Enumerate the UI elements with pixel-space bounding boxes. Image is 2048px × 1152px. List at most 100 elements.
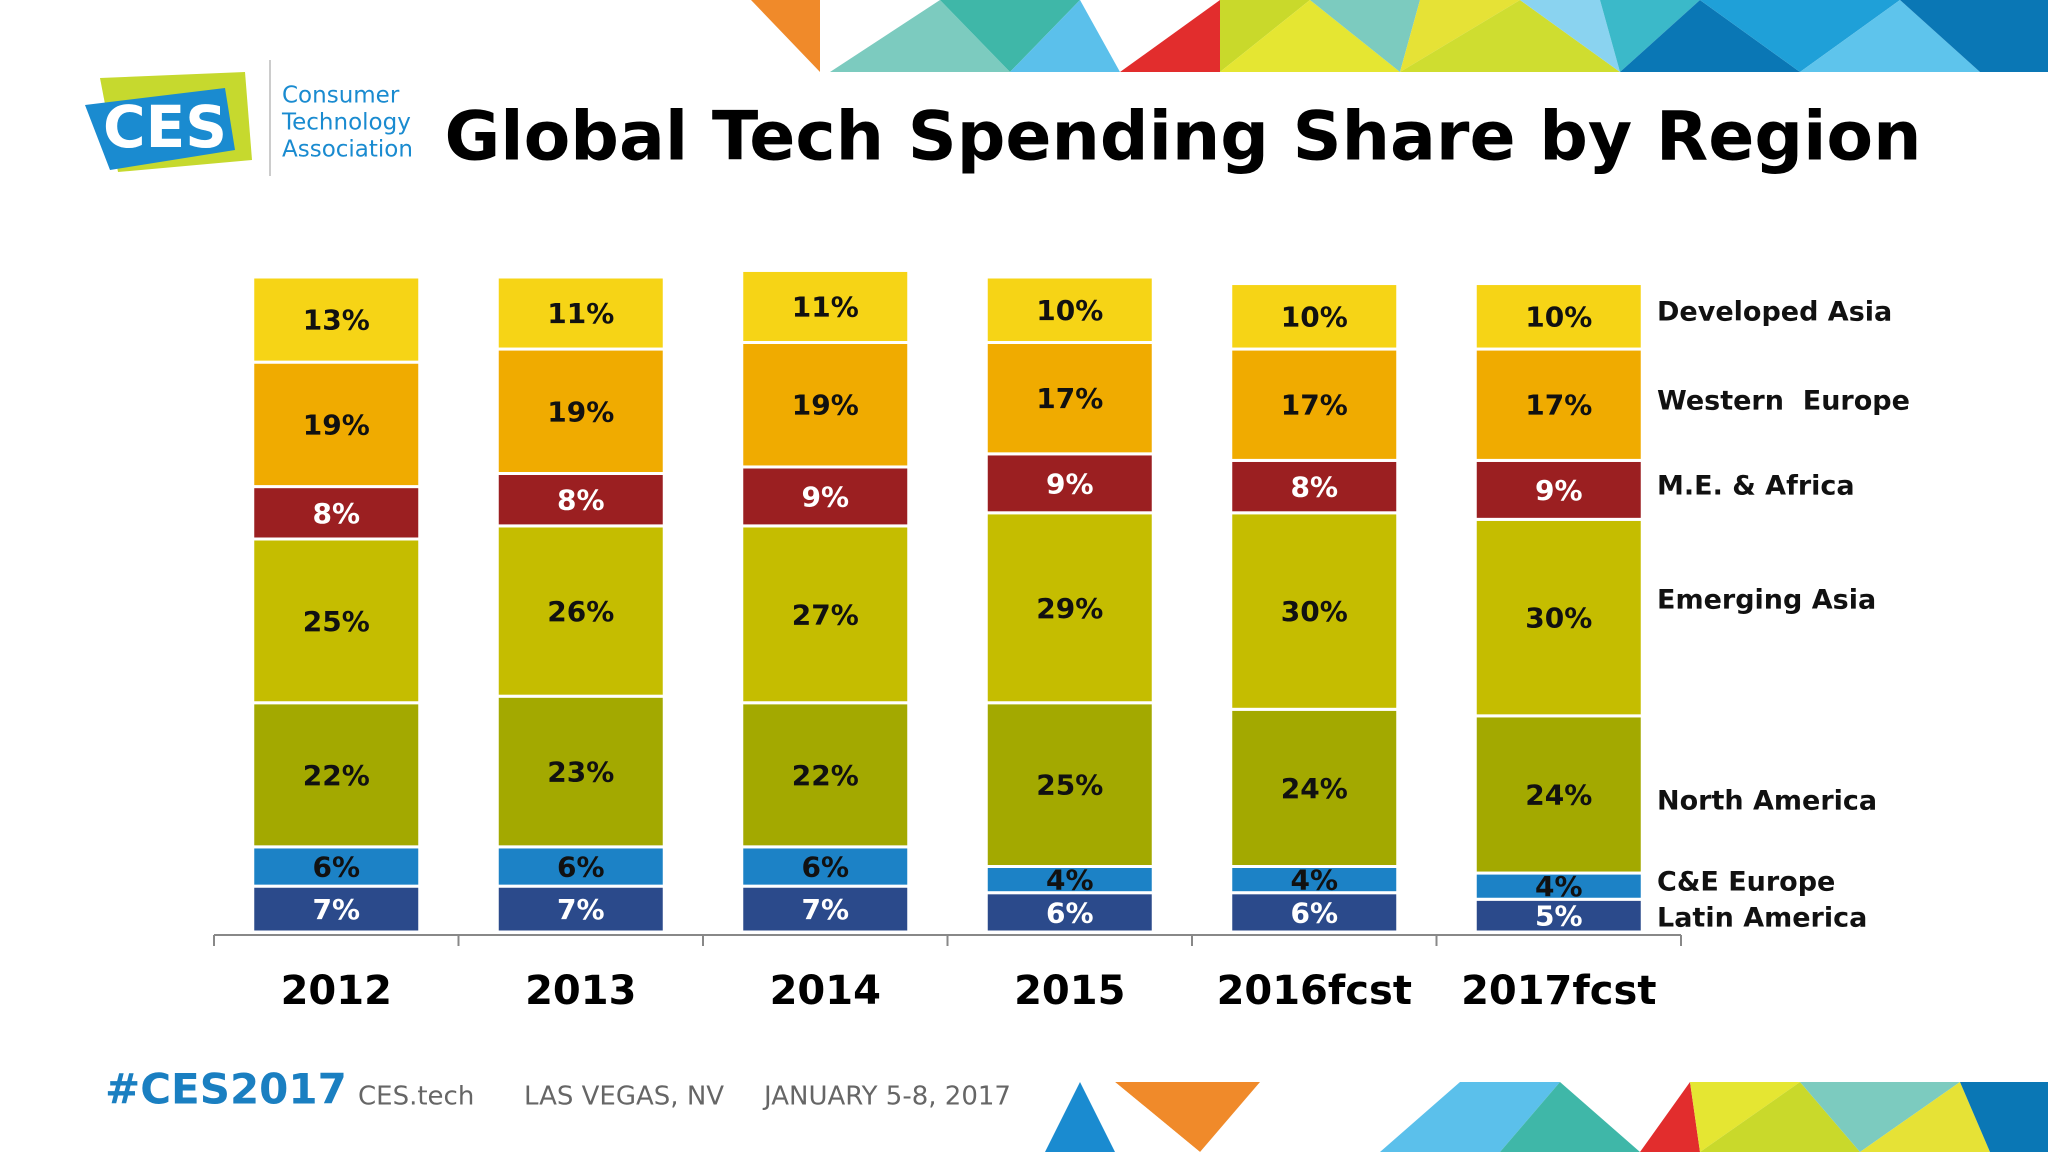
x-tick-label: 2017fcst xyxy=(1461,968,1656,1014)
data-label: 6% xyxy=(801,851,849,884)
data-label: 24% xyxy=(1281,772,1348,805)
x-tick-label: 2015 xyxy=(1014,968,1125,1014)
data-label: 29% xyxy=(1036,592,1103,625)
bar-segment xyxy=(1473,282,1644,351)
bar-segment xyxy=(1473,714,1644,875)
data-label: 30% xyxy=(1525,602,1592,635)
plot: 7% 6% 22% 25% 8% 19% 13% 2012 7% 6% 23% 26% 8% 19% 11%… xyxy=(213,268,1910,1014)
bar-segment xyxy=(984,701,1155,868)
bar-segment xyxy=(984,275,1155,344)
data-label: 17% xyxy=(1036,382,1103,415)
bar-segment xyxy=(740,524,911,705)
chart-title: Global Tech Spending Share by Region xyxy=(444,98,1921,177)
data-label: 7% xyxy=(557,893,605,926)
data-label: 7% xyxy=(312,893,360,926)
data-label: 6% xyxy=(1290,896,1338,929)
data-label: 9% xyxy=(801,480,849,513)
data-label: 6% xyxy=(557,851,605,884)
bar-segment xyxy=(251,884,422,934)
data-label: 4% xyxy=(1046,864,1094,897)
logo-text: CES xyxy=(103,93,227,161)
data-label: 8% xyxy=(557,484,605,517)
bar-segment xyxy=(495,845,666,888)
bar-segment xyxy=(495,347,666,475)
data-label: 4% xyxy=(1290,864,1338,897)
data-label: 9% xyxy=(1535,474,1583,507)
data-label: 8% xyxy=(1290,471,1338,504)
data-label: 6% xyxy=(1046,896,1094,929)
x-tick-label: 2016fcst xyxy=(1217,968,1412,1014)
data-label: 26% xyxy=(547,595,614,628)
x-tick-label: 2013 xyxy=(525,968,636,1014)
bar-segment xyxy=(1229,347,1400,462)
decor-top xyxy=(751,0,2048,72)
bar-segment xyxy=(740,845,911,888)
data-label: 25% xyxy=(1036,769,1103,802)
data-label: 17% xyxy=(1525,389,1592,422)
logo-org: Association xyxy=(282,137,413,163)
legend-label: M.E. & Africa xyxy=(1657,471,1855,502)
bar-segment xyxy=(984,341,1155,456)
data-label: 10% xyxy=(1036,294,1103,327)
bar-segment xyxy=(1473,871,1644,901)
data-label: 27% xyxy=(792,598,859,631)
data-label: 19% xyxy=(547,395,614,428)
data-label: 10% xyxy=(1281,300,1348,333)
footer-text: CES.tech xyxy=(358,1082,474,1112)
data-label: 22% xyxy=(792,759,859,792)
logo-org: Technology xyxy=(281,110,411,136)
legend-label: Latin America xyxy=(1657,903,1867,934)
logo: CES Consumer Technology Association xyxy=(85,60,413,176)
bar-segment xyxy=(740,341,911,469)
legend-label: North America xyxy=(1657,786,1877,817)
data-label: 10% xyxy=(1525,300,1592,333)
bar-segment xyxy=(495,472,666,528)
bar-segment xyxy=(251,360,422,489)
data-label: 5% xyxy=(1535,900,1583,933)
data-label: 24% xyxy=(1525,778,1592,811)
bar-segment xyxy=(251,845,422,888)
bar-segment xyxy=(251,537,422,705)
data-label: 4% xyxy=(1535,870,1583,903)
footer: #CES2017 CES.tech LAS VEGAS, NV JANUARY … xyxy=(105,1065,1011,1114)
data-label: 30% xyxy=(1281,595,1348,628)
data-label: 22% xyxy=(303,759,370,792)
bar-segment xyxy=(251,275,422,364)
data-label: 25% xyxy=(303,605,370,638)
legend-label: C&E Europe xyxy=(1657,867,1835,898)
data-label: 11% xyxy=(792,290,859,323)
logo-org: Consumer xyxy=(282,83,400,109)
data-label: 8% xyxy=(312,497,360,530)
legend-label: Emerging Asia xyxy=(1657,585,1876,616)
footer-text: JANUARY 5-8, 2017 xyxy=(762,1082,1011,1112)
bar-segment xyxy=(1229,865,1400,895)
bar-segment xyxy=(740,465,911,528)
bar-segment xyxy=(495,694,666,849)
data-label: 6% xyxy=(312,851,360,884)
data-label: 19% xyxy=(303,408,370,441)
bar-segment xyxy=(984,452,1155,515)
footer-hashtag: #CES2017 xyxy=(105,1065,347,1114)
data-label: 7% xyxy=(801,893,849,926)
bar-segment xyxy=(984,511,1155,705)
bar-segment xyxy=(984,891,1155,934)
legend-label: Developed Asia xyxy=(1657,297,1892,328)
bar-segment xyxy=(1229,282,1400,351)
bar-segment xyxy=(740,268,911,345)
footer-text: LAS VEGAS, NV xyxy=(524,1082,724,1112)
bar-segment xyxy=(495,524,666,698)
bar-segment xyxy=(1473,517,1644,718)
bar-segment xyxy=(1473,897,1644,934)
data-label: 19% xyxy=(792,389,859,422)
decor-bottom xyxy=(1045,1082,2048,1152)
data-label: 13% xyxy=(303,304,370,337)
data-label: 11% xyxy=(547,297,614,330)
bar-segment xyxy=(1229,458,1400,515)
bar-segment xyxy=(740,701,911,849)
x-tick-label: 2012 xyxy=(281,968,392,1014)
data-label: 17% xyxy=(1281,389,1348,422)
bar-segment xyxy=(740,884,911,934)
data-label: 23% xyxy=(547,756,614,789)
bar-segment xyxy=(1229,707,1400,868)
